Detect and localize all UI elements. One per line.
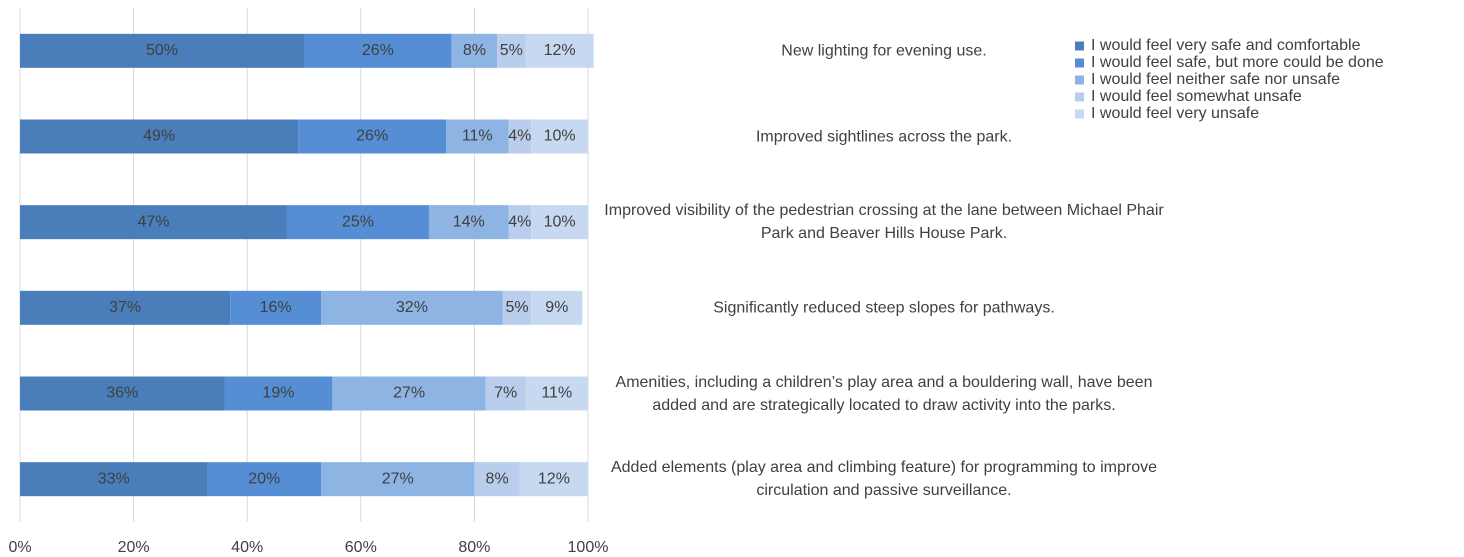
data-label: 19% <box>262 385 294 402</box>
data-label: 32% <box>396 299 428 316</box>
bar-segment <box>485 376 526 411</box>
x-tick-label: 100% <box>568 539 609 556</box>
data-label: 20% <box>248 470 280 487</box>
x-tick-label: 0% <box>8 539 31 556</box>
data-label: 33% <box>98 470 130 487</box>
data-label: 10% <box>544 128 576 145</box>
data-label: 5% <box>505 299 528 316</box>
data-label: 11% <box>462 128 493 145</box>
data-label: 12% <box>544 42 576 59</box>
bar-segment <box>286 205 429 240</box>
data-label: 49% <box>143 128 175 145</box>
legend-swatch <box>1075 92 1084 102</box>
category-label: Improved visibility of the pedestrian cr… <box>604 202 1164 243</box>
category-label: Significantly reduced steep slopes for p… <box>713 299 1055 317</box>
legend-label: I would feel safe, but more could be don… <box>1091 54 1384 71</box>
bar-segment <box>304 33 452 68</box>
bar-segment <box>531 119 588 154</box>
data-label: 25% <box>342 213 374 230</box>
x-tick-label: 60% <box>345 539 377 556</box>
data-label: 4% <box>508 213 531 230</box>
bar-segment <box>508 119 532 154</box>
bar-segment <box>20 376 225 411</box>
bar-segment <box>20 205 287 240</box>
category-label: Improved sightlines across the park. <box>755 128 1013 145</box>
bar-segment <box>531 290 583 325</box>
legend-label: I would feel neither safe nor unsafe <box>1091 71 1340 88</box>
bar-segment <box>20 462 208 497</box>
data-label: 14% <box>453 213 485 230</box>
data-label: 47% <box>137 213 169 230</box>
legend-swatch <box>1075 41 1084 51</box>
bar-segment <box>20 119 299 154</box>
category-label: Added elements (play area and climbing f… <box>610 459 1158 500</box>
data-label: 8% <box>486 470 509 487</box>
data-label: 37% <box>109 299 141 316</box>
data-label: 9% <box>545 299 568 316</box>
data-label: 4% <box>508 128 531 145</box>
data-label: 12% <box>538 470 570 487</box>
data-label: 26% <box>356 128 388 145</box>
category-label: New lighting for evening use. <box>781 42 987 60</box>
bar-segment <box>531 205 588 240</box>
data-label: 11% <box>541 385 572 402</box>
legend-label: I would feel very unsafe <box>1091 105 1259 122</box>
bar-segment <box>519 462 588 497</box>
data-label: 27% <box>382 470 414 487</box>
bar-segment <box>502 290 532 325</box>
x-tick-label: 40% <box>231 539 263 556</box>
bar-segment <box>332 376 486 411</box>
category-label: Amenities, including a children’s play a… <box>615 373 1153 414</box>
bar-segment <box>321 462 475 497</box>
legend-swatch <box>1075 75 1084 85</box>
legend-swatch <box>1075 58 1084 68</box>
bar-segment <box>428 205 509 240</box>
bar-segment <box>525 376 588 411</box>
legend-label: I would feel somewhat unsafe <box>1091 88 1302 105</box>
bar-segment <box>474 462 520 497</box>
data-label: 8% <box>463 42 486 59</box>
data-label: 10% <box>544 213 576 230</box>
bar-segment <box>20 290 231 325</box>
bar-segment <box>321 290 503 325</box>
bar-segment <box>20 33 304 68</box>
bar-segment <box>497 33 526 68</box>
data-label: 50% <box>146 42 178 59</box>
x-tick-label: 80% <box>458 539 490 556</box>
bar-segment <box>298 119 446 154</box>
bar-segment <box>508 205 532 240</box>
x-tick-label: 20% <box>118 539 150 556</box>
data-label: 7% <box>494 385 517 402</box>
data-label: 36% <box>106 385 138 402</box>
data-label: 27% <box>393 385 425 402</box>
data-label: 16% <box>260 299 292 316</box>
data-label: 26% <box>362 42 394 59</box>
data-label: 5% <box>500 42 523 59</box>
bar-segment <box>230 290 322 325</box>
legend-swatch <box>1075 109 1084 119</box>
legend-label: I would feel very safe and comfortable <box>1091 37 1361 54</box>
bar-segment <box>451 33 498 68</box>
bar-segment <box>207 462 322 497</box>
bar-segment <box>525 33 594 68</box>
bar-segment <box>446 119 509 154</box>
bar-segment <box>224 376 333 411</box>
